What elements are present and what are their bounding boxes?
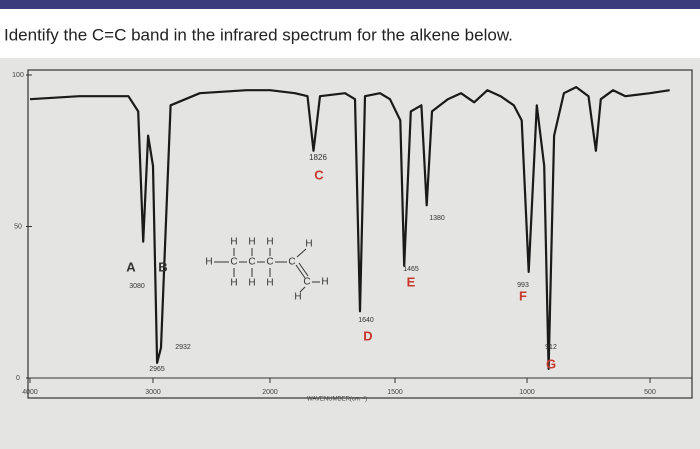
plot-frame	[27, 69, 693, 399]
x-tick-label: 1000	[519, 389, 535, 396]
atom: H	[230, 278, 237, 289]
annotation: E	[407, 274, 416, 289]
annotation: C	[314, 167, 324, 182]
atom: C	[266, 257, 273, 268]
annotation: B	[158, 259, 167, 274]
y-tick-label: 100	[12, 72, 24, 79]
bond	[298, 262, 309, 277]
atom: H	[266, 278, 273, 289]
spectrum-line	[29, 86, 670, 370]
atom: H	[205, 257, 212, 268]
bond	[299, 286, 306, 293]
x-tick-label: 1500	[387, 389, 403, 396]
x-axis-label: WAVENUMBER(cm⁻¹)	[307, 397, 367, 403]
atom: H	[305, 239, 312, 250]
annotation: A	[126, 259, 136, 274]
annotation: 1826	[309, 153, 327, 162]
atom: H	[321, 277, 328, 288]
annotation: D	[363, 328, 372, 343]
x-tick-label: 3000	[145, 389, 161, 396]
annotation: F	[519, 288, 527, 303]
atom: H	[294, 292, 301, 303]
annotation: 993	[517, 282, 529, 289]
annotation: G	[546, 356, 556, 371]
bond	[296, 248, 307, 258]
annotation: 2965	[149, 366, 165, 373]
atom: H	[248, 278, 255, 289]
spectrum-image	[0, 58, 700, 449]
atom: C	[230, 257, 237, 268]
annotation: 3080	[129, 283, 145, 290]
atom: C	[248, 257, 255, 268]
x-tick-label: 2000	[262, 389, 278, 396]
atom: C	[288, 257, 295, 268]
question-area	[0, 9, 700, 56]
x-tick-label: 4000	[22, 389, 38, 396]
atom: C	[303, 277, 310, 288]
atom: H	[248, 237, 255, 248]
x-tick-label: 500	[644, 389, 656, 396]
question: Identify the C=C band in the infrared sp…	[4, 25, 513, 44]
bond	[295, 264, 306, 279]
atom: H	[230, 237, 237, 248]
y-tick-label: 50	[14, 223, 22, 230]
annotation: 1380	[429, 215, 445, 222]
annotation: 2932	[175, 344, 191, 351]
annotation: 1465	[403, 266, 419, 273]
annotation: 912	[545, 344, 557, 351]
top-bar	[0, 0, 700, 9]
atom: H	[266, 237, 273, 248]
plot: 0 50 100 4000 3000 2000 1500 1000 500 WAVENUMBER(…	[12, 72, 692, 403]
y-tick-label: 0	[16, 375, 20, 382]
annotation: 1640	[358, 317, 374, 324]
